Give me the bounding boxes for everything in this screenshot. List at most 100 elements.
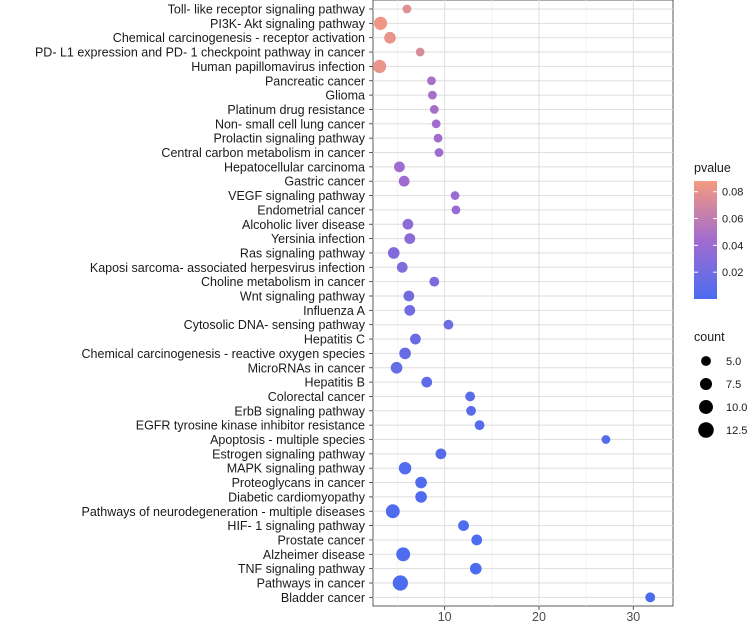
data-point	[398, 461, 412, 475]
x-tick-label: 20	[532, 610, 546, 624]
data-point	[645, 592, 656, 603]
data-point	[403, 290, 415, 302]
colorbar-tick-label: 0.02	[722, 267, 743, 279]
colorbar-tick-label: 0.06	[722, 214, 743, 226]
data-point	[433, 133, 443, 143]
y-gridlines	[373, 8, 673, 598]
colorbar-tick-label: 0.04	[722, 240, 743, 252]
category-label: TNF signaling pathway	[238, 562, 366, 576]
data-point	[443, 319, 454, 330]
category-label: Chemical carcinogenesis - receptor activ…	[113, 31, 365, 45]
size-key-label: 5.0	[726, 356, 741, 368]
category-label: HIF- 1 signaling pathway	[227, 519, 365, 533]
data-point	[390, 361, 403, 374]
category-label: Human papillomavirus infection	[191, 60, 365, 74]
data-point	[384, 31, 396, 44]
size-key-dot	[699, 400, 713, 414]
category-label: Hepatitis C	[304, 333, 365, 347]
data-point	[421, 376, 433, 388]
category-label: Prostate cancer	[277, 533, 365, 547]
data-point	[415, 476, 427, 489]
data-point	[404, 233, 416, 244]
data-point	[429, 105, 439, 114]
pvalue-legend-title: pvalue	[694, 161, 731, 175]
data-point	[434, 148, 444, 157]
category-label: Influenza A	[303, 304, 366, 318]
plot-panel	[372, 0, 674, 607]
x-gridlines	[397, 0, 634, 606]
category-label: Proteoglycans in cancer	[232, 476, 365, 490]
data-point	[435, 448, 447, 460]
category-label: Estrogen signaling pathway	[212, 447, 366, 461]
category-label: Non- small cell lung cancer	[215, 117, 365, 131]
category-label: Colorectal cancer	[268, 390, 365, 404]
category-label: Kaposi sarcoma- associated herpesvirus i…	[90, 261, 365, 275]
data-point	[451, 205, 461, 215]
data-point	[429, 276, 440, 287]
data-points	[373, 4, 656, 603]
data-point	[415, 47, 425, 57]
category-label: ErbB signaling pathway	[234, 404, 365, 418]
count-legend: count 5.0 7.5 10.0 12.5	[694, 330, 747, 438]
data-point	[396, 547, 411, 562]
category-label: MicroRNAs in cancer	[248, 361, 365, 375]
data-point	[410, 333, 421, 345]
count-legend-title: count	[694, 330, 725, 344]
data-point	[466, 405, 476, 416]
category-label: Gastric cancer	[284, 175, 365, 189]
data-point	[398, 175, 410, 187]
data-point	[402, 218, 414, 230]
category-label: EGFR tyrosine kinase inhibitor resistanc…	[136, 419, 365, 433]
data-point	[415, 491, 427, 503]
colorbar-tick-label: 0.08	[722, 187, 743, 199]
category-label: Pathways in cancer	[257, 577, 365, 591]
x-ticks: 10 20 30	[438, 606, 640, 624]
pvalue-colorbar	[694, 181, 717, 299]
x-tick-label: 10	[438, 610, 452, 624]
category-labels: Toll- like receptor signaling pathwayPI3…	[35, 3, 366, 605]
category-label: Prolactin signaling pathway	[214, 132, 366, 146]
category-label: Choline metabolism in cancer	[201, 275, 365, 289]
category-label: Glioma	[325, 89, 365, 103]
category-label: Cytosolic DNA- sensing pathway	[184, 318, 366, 332]
size-key-label: 12.5	[726, 425, 747, 437]
data-point	[601, 435, 611, 444]
size-key-label: 7.5	[726, 379, 741, 391]
data-point	[402, 4, 412, 14]
data-point	[428, 90, 437, 100]
category-label: Hepatocellular carcinoma	[224, 160, 365, 174]
data-point	[465, 391, 476, 402]
data-point	[469, 562, 482, 575]
category-label: Apoptosis - multiple species	[210, 433, 365, 447]
data-point	[399, 347, 411, 360]
pvalue-legend: pvalue 0.02 0.04 0.06 0.08	[694, 161, 743, 299]
category-label: Hepatitis B	[305, 376, 365, 390]
category-label: Wnt signaling pathway	[240, 290, 366, 304]
data-point	[458, 520, 469, 531]
data-point	[392, 575, 408, 591]
category-label: Pancreatic cancer	[265, 74, 365, 88]
size-key-dot	[701, 356, 711, 366]
category-label: Toll- like receptor signaling pathway	[168, 3, 366, 17]
category-label: Chemical carcinogenesis - reactive oxyge…	[82, 347, 365, 361]
category-label: Pathways of neurodegeneration - multiple…	[81, 505, 365, 519]
data-point	[373, 59, 387, 73]
x-tick-label: 30	[626, 610, 640, 624]
data-point	[396, 261, 408, 273]
data-point	[474, 420, 485, 431]
data-point	[387, 247, 400, 259]
data-point	[431, 119, 441, 129]
category-label: Alcoholic liver disease	[242, 218, 365, 232]
category-label: Endometrial cancer	[257, 203, 365, 217]
size-key-label: 10.0	[726, 402, 747, 414]
category-label: Diabetic cardiomyopathy	[228, 490, 366, 504]
data-point	[471, 534, 483, 546]
data-point	[404, 304, 416, 316]
data-point	[385, 504, 400, 519]
category-label: Central carbon metabolism in cancer	[161, 146, 365, 160]
size-key-dot	[699, 377, 713, 391]
category-label: PI3K- Akt signaling pathway	[210, 17, 366, 31]
category-label: Yersinia infection	[271, 232, 365, 246]
category-label: VEGF signaling pathway	[228, 189, 366, 203]
